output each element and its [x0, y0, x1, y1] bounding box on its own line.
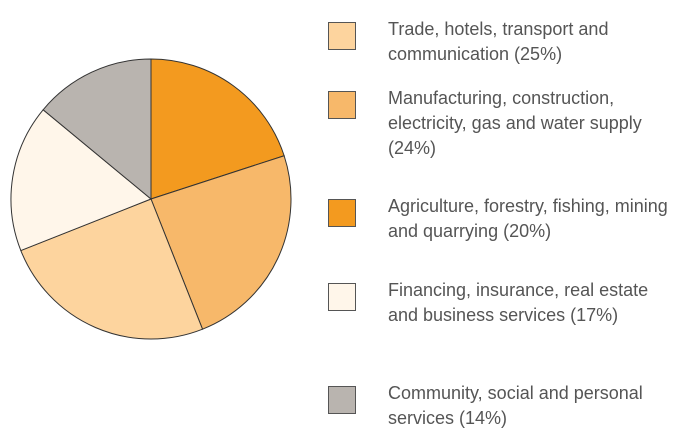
pie-slice [150, 58, 285, 200]
legend-swatch [328, 22, 356, 50]
pie-slice [10, 109, 152, 252]
legend-swatch [328, 199, 356, 227]
pie-slice [20, 198, 204, 340]
legend-swatch [328, 386, 356, 414]
pie-slice [42, 58, 152, 201]
legend-swatch [328, 91, 356, 119]
legend-label: Trade, hotels, transport and communicati… [388, 19, 609, 64]
legend-label: Agriculture, forestry, fishing, mining a… [388, 196, 668, 241]
legend-label: Manufacturing, construction, electricity… [388, 88, 642, 158]
pie-slice [150, 155, 292, 330]
legend-label: Community, social and personal services … [388, 383, 643, 428]
legend-label: Financing, insurance, real estate and bu… [388, 280, 649, 325]
legend-swatch [328, 283, 356, 311]
